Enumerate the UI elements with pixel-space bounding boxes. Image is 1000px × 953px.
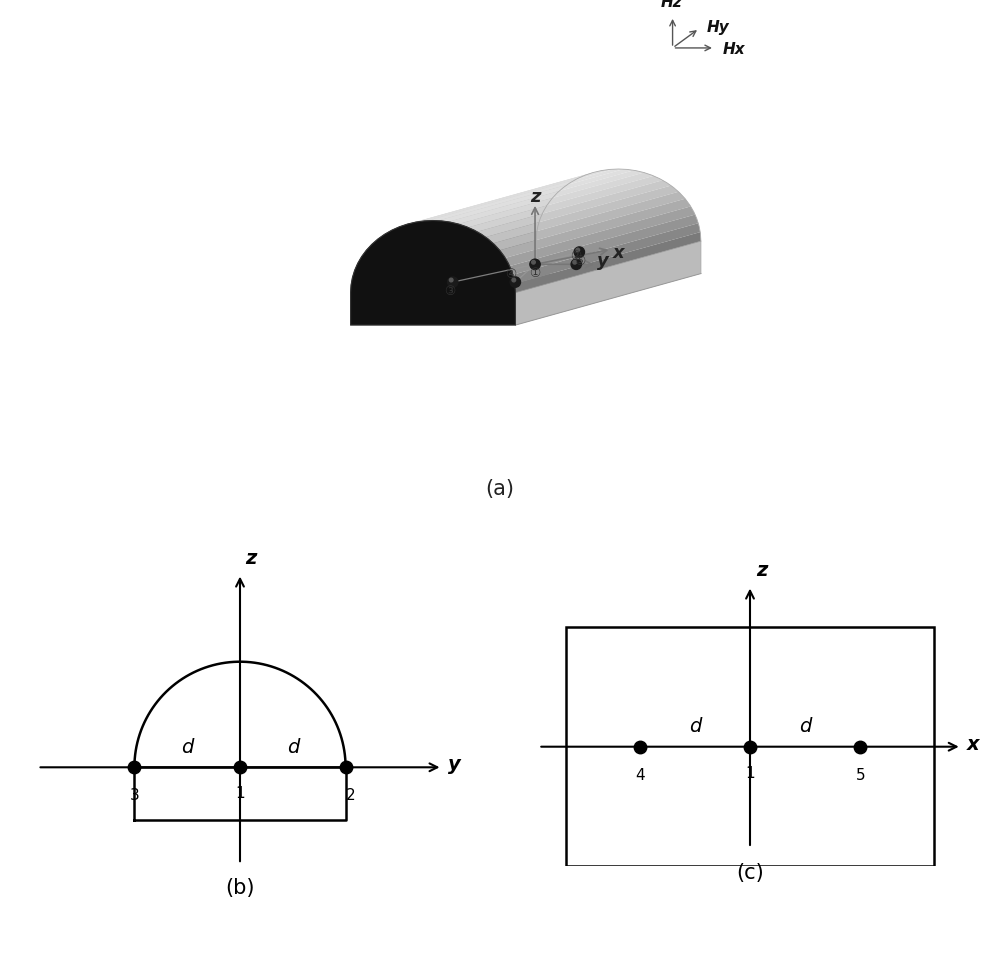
Polygon shape xyxy=(515,242,701,326)
Polygon shape xyxy=(477,181,671,238)
Polygon shape xyxy=(510,215,698,275)
Polygon shape xyxy=(361,199,552,258)
Circle shape xyxy=(576,249,580,253)
Polygon shape xyxy=(353,215,542,275)
Circle shape xyxy=(532,261,535,265)
Polygon shape xyxy=(366,193,558,251)
Text: (a): (a) xyxy=(485,479,514,498)
Text: z: z xyxy=(756,560,768,579)
Polygon shape xyxy=(468,176,663,233)
Text: 1: 1 xyxy=(745,765,755,781)
Polygon shape xyxy=(351,221,515,326)
Text: y: y xyxy=(448,755,460,774)
Polygon shape xyxy=(500,199,691,258)
Text: d: d xyxy=(689,716,701,735)
Text: ②: ② xyxy=(571,250,582,263)
Polygon shape xyxy=(513,224,700,284)
Polygon shape xyxy=(389,176,583,233)
Polygon shape xyxy=(351,233,537,294)
Bar xyxy=(566,627,934,866)
Text: 3: 3 xyxy=(130,787,139,801)
Circle shape xyxy=(574,248,584,258)
Circle shape xyxy=(530,260,540,271)
Polygon shape xyxy=(493,193,685,251)
Polygon shape xyxy=(505,207,695,267)
Circle shape xyxy=(512,279,516,282)
Polygon shape xyxy=(515,233,701,294)
Polygon shape xyxy=(398,173,593,228)
Text: y: y xyxy=(597,252,609,270)
Polygon shape xyxy=(351,274,701,326)
Text: d: d xyxy=(287,737,299,756)
Text: x: x xyxy=(967,734,980,753)
Text: (b): (b) xyxy=(225,878,255,898)
Text: 4: 4 xyxy=(635,767,644,782)
Circle shape xyxy=(448,277,458,288)
Polygon shape xyxy=(380,181,574,238)
Polygon shape xyxy=(408,172,603,225)
Text: ④: ④ xyxy=(506,268,517,280)
Polygon shape xyxy=(356,207,546,267)
Polygon shape xyxy=(351,224,539,284)
Text: d: d xyxy=(181,737,193,756)
Text: ①: ① xyxy=(529,266,541,279)
Circle shape xyxy=(573,261,577,265)
Circle shape xyxy=(449,279,453,282)
Text: (c): (c) xyxy=(736,862,764,882)
Polygon shape xyxy=(428,170,624,221)
Text: 5: 5 xyxy=(856,767,865,782)
Polygon shape xyxy=(373,187,566,244)
Text: 1: 1 xyxy=(235,785,245,801)
Text: ③: ③ xyxy=(445,285,456,298)
Text: d: d xyxy=(799,716,811,735)
Polygon shape xyxy=(438,170,634,223)
Text: z: z xyxy=(530,188,540,206)
Text: Hx: Hx xyxy=(723,43,745,57)
Text: Hy: Hy xyxy=(707,20,729,34)
Text: x: x xyxy=(613,244,625,262)
Polygon shape xyxy=(486,187,679,244)
Circle shape xyxy=(510,277,521,288)
Circle shape xyxy=(571,260,581,271)
Text: ⑤: ⑤ xyxy=(574,255,585,268)
Polygon shape xyxy=(448,172,644,225)
Text: 2: 2 xyxy=(346,787,356,801)
Polygon shape xyxy=(459,173,654,228)
Text: Hz: Hz xyxy=(661,0,682,10)
Text: z: z xyxy=(245,548,257,567)
Polygon shape xyxy=(418,170,613,223)
